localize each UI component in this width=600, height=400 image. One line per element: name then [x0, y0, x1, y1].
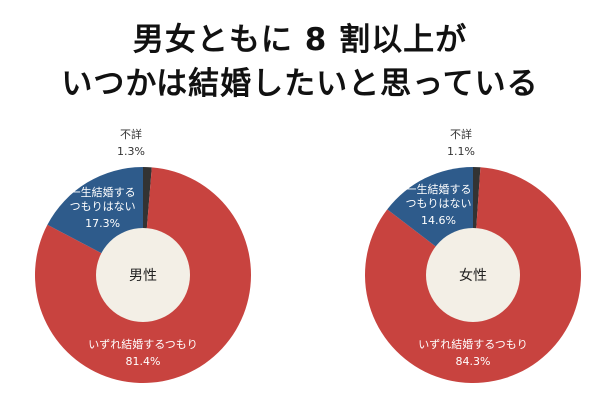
slice-label: 不詳: [120, 128, 142, 141]
donut-hole: [426, 228, 520, 322]
title: いつかは結婚したいと思っている: [61, 66, 539, 102]
value-label: 84.3%: [455, 355, 491, 368]
slice-label: いずれ結婚するつもり: [88, 338, 198, 351]
center-label: 男性: [129, 268, 157, 284]
title: 男女ともに 8 割以上が: [132, 22, 468, 58]
value-label: 1.1%: [447, 145, 475, 158]
slice-label: 一生結婚するつもりはない: [405, 183, 472, 211]
value-label: 14.6%: [420, 214, 456, 228]
slice-label: いずれ結婚するつもり: [418, 338, 528, 351]
slice-label: 一生結婚するつもりはない: [69, 186, 136, 214]
value-label: 1.3%: [117, 145, 145, 158]
slice-label: 不詳: [450, 128, 472, 141]
donut-hole: [96, 228, 190, 322]
value-label: 17.3%: [85, 217, 121, 231]
center-label: 女性: [459, 268, 487, 284]
value-label: 81.4%: [125, 355, 161, 368]
